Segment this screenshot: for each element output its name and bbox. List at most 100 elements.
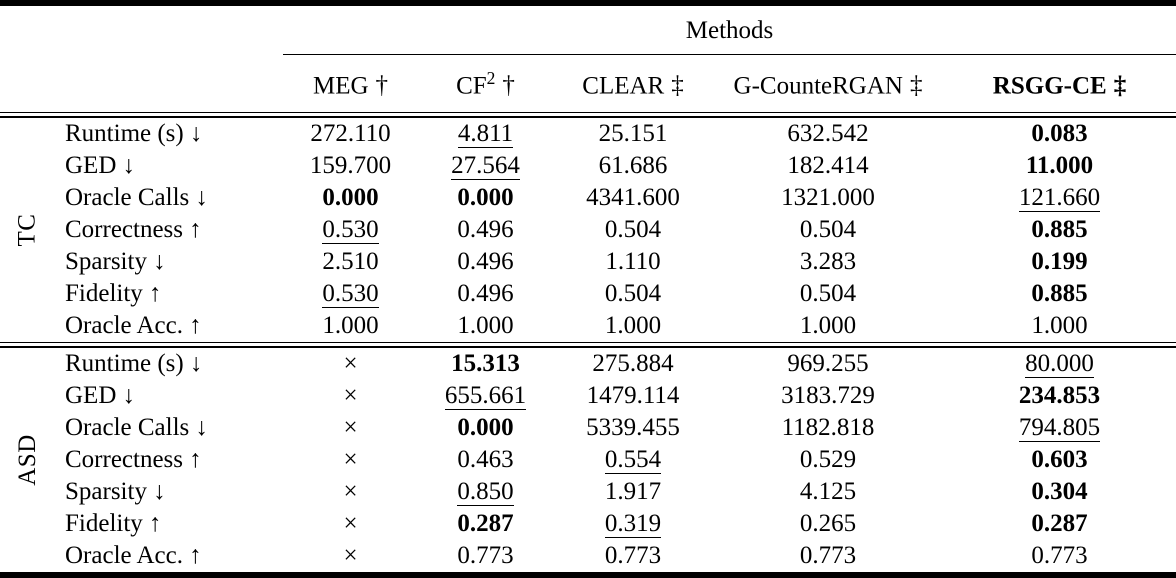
value-cell: × <box>283 540 418 572</box>
value-cell: 4341.600 <box>553 182 713 214</box>
value-cell: × <box>283 348 418 380</box>
value-cell: 80.000 <box>943 348 1176 380</box>
value-cell: 0.529 <box>713 444 943 476</box>
value-text: 1321.000 <box>781 184 875 212</box>
value-cell: 0.773 <box>553 540 713 572</box>
metric-label: GED ↓ <box>65 152 136 180</box>
bottom-rule-row <box>0 572 1176 578</box>
value-cell: 1182.818 <box>713 412 943 444</box>
value-text: 4.125 <box>799 478 857 506</box>
value-text: 794.805 <box>1018 414 1101 443</box>
metric-label: Fidelity ↑ <box>65 280 162 308</box>
methods-spanner: Methods <box>283 6 1176 55</box>
table-row: Fidelity ↑ 0.530 0.496 0.504 0.504 0.885 <box>0 278 1176 310</box>
value-cell: × <box>283 380 418 412</box>
value-text: 182.414 <box>787 152 869 180</box>
table-row: Oracle Acc. ↑ 1.000 1.000 1.000 1.000 1.000 <box>0 310 1176 342</box>
value-text: 4341.600 <box>586 184 680 212</box>
value-cell: 61.686 <box>553 150 713 182</box>
value-text: 0.773 <box>1031 542 1088 570</box>
value-cell: 0.304 <box>943 476 1176 508</box>
value-cell: 1.000 <box>553 310 713 342</box>
metric-label: Oracle Acc. ↑ <box>65 542 202 570</box>
value-text: 0.496 <box>457 280 514 308</box>
value-cell: 1.000 <box>283 310 418 342</box>
value-cell: 655.661 <box>418 380 553 412</box>
value-text: 0.504 <box>799 280 857 308</box>
value-cell: 0.496 <box>418 214 553 246</box>
value-cell: 4.125 <box>713 476 943 508</box>
value-text: × <box>343 350 358 378</box>
value-cell: × <box>283 508 418 540</box>
col-header-meg: MEG † <box>283 55 418 113</box>
value-text: 0.530 <box>322 216 379 245</box>
col-header-cf2: CF2 † <box>418 55 553 113</box>
col-header-text: G-CounteRGAN <box>733 72 903 100</box>
table-row: Correctness ↑ 0.530 0.496 0.504 0.504 0.885 <box>0 214 1176 246</box>
value-cell: 0.504 <box>713 214 943 246</box>
value-cell: × <box>283 444 418 476</box>
value-text: 0.885 <box>1031 280 1088 308</box>
col-header-rsgg-ce: RSGG-CE ‡ <box>943 55 1176 113</box>
value-cell: 0.000 <box>418 182 553 214</box>
col-header-text: RSGG-CE <box>992 72 1107 100</box>
value-text: 4.811 <box>457 120 514 149</box>
value-text: × <box>343 542 358 570</box>
value-text: 0.463 <box>457 446 514 474</box>
value-text: 0.504 <box>604 216 662 244</box>
header-divider-rule <box>0 112 1176 119</box>
table-row: ASD Runtime (s) ↓ × 15.313 275.884 969.255 80.… <box>0 348 1176 486</box>
value-text: 1.000 <box>604 312 662 340</box>
value-cell: 0.083 <box>943 118 1176 150</box>
methods-spanner-row: Methods <box>0 6 1176 55</box>
table-row: Sparsity ↓ × 0.850 1.917 4.125 0.304 <box>0 476 1176 508</box>
value-text: 1182.818 <box>781 414 875 442</box>
value-text: 5339.455 <box>586 414 680 442</box>
value-text: 27.564 <box>451 152 520 181</box>
col-header-clear: CLEAR ‡ <box>553 55 713 113</box>
metric-label: Fidelity ↑ <box>65 510 162 538</box>
value-text: 25.151 <box>598 120 668 148</box>
value-text: × <box>343 510 358 538</box>
value-cell: 0.773 <box>418 540 553 572</box>
value-text: × <box>343 382 358 410</box>
value-cell: 0.319 <box>553 508 713 540</box>
header-divider-row <box>0 112 1176 119</box>
value-cell: 969.255 <box>713 348 943 380</box>
spacer-cell <box>0 55 283 113</box>
value-text: 0.530 <box>322 280 379 309</box>
value-text: 0.850 <box>457 478 514 507</box>
value-cell: 3183.729 <box>713 380 943 412</box>
value-text: 1479.114 <box>586 382 680 410</box>
value-text: 0.773 <box>457 542 514 570</box>
value-cell: 0.885 <box>943 214 1176 246</box>
value-text: 0.319 <box>604 510 662 539</box>
bottom-rule <box>0 572 1176 578</box>
value-text: 655.661 <box>444 382 527 411</box>
value-cell: 159.700 <box>283 150 418 182</box>
value-text: 969.255 <box>787 350 869 378</box>
metric-label: Runtime (s) ↓ <box>65 350 203 378</box>
value-cell: 1.000 <box>418 310 553 342</box>
value-text: 1.917 <box>604 478 662 506</box>
value-cell: 0.885 <box>943 278 1176 310</box>
table-row: TC Runtime (s) ↓ 272.110 4.811 25.151 632.542… <box>0 118 1176 247</box>
value-cell: 632.542 <box>713 118 943 150</box>
value-text: 0.304 <box>1031 478 1088 506</box>
value-cell: 1479.114 <box>553 380 713 412</box>
value-cell: 25.151 <box>553 118 713 150</box>
value-text: × <box>343 478 358 506</box>
value-text: 0.496 <box>457 248 514 276</box>
metric-label: GED ↓ <box>65 382 136 410</box>
value-text: 0.000 <box>322 184 379 212</box>
table-row: Correctness ↑ × 0.463 0.554 0.529 0.603 <box>0 444 1176 476</box>
value-text: 121.660 <box>1018 184 1101 213</box>
section-label-cell: ASD <box>0 348 55 572</box>
value-cell: 794.805 <box>943 412 1176 444</box>
col-header-g-countergan: G-CounteRGAN ‡ <box>713 55 943 113</box>
value-cell: 1321.000 <box>713 182 943 214</box>
value-cell: 1.000 <box>943 310 1176 342</box>
footnote-double-dagger-mark: ‡ <box>909 72 923 100</box>
value-text: × <box>343 446 358 474</box>
value-text: 80.000 <box>1025 350 1094 379</box>
